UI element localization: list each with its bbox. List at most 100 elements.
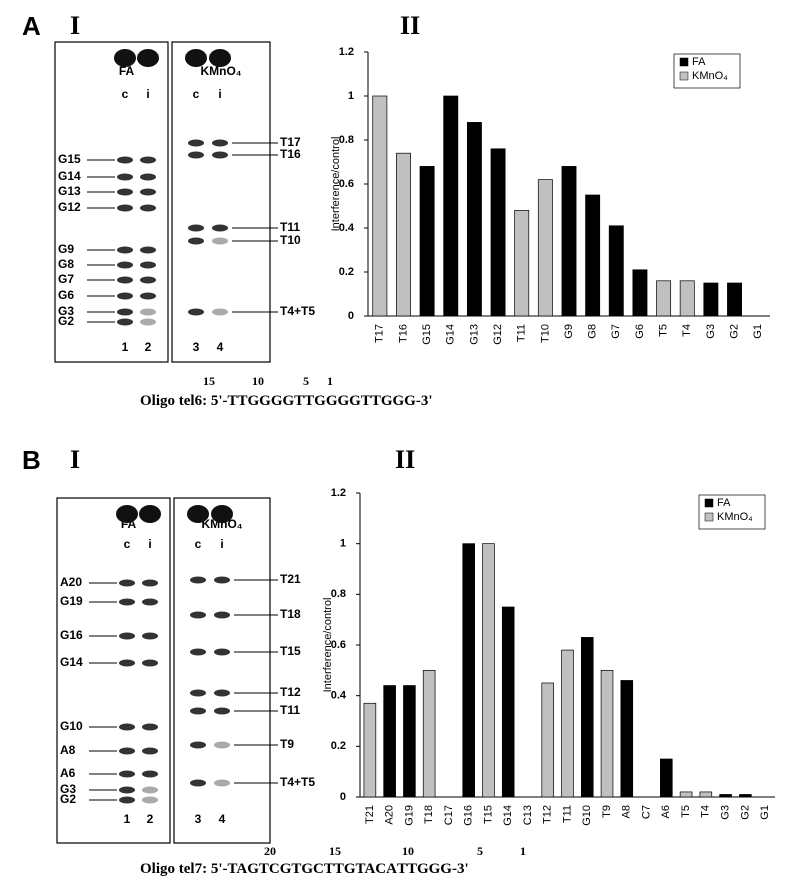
bar xyxy=(632,269,648,317)
legend-box xyxy=(698,494,766,530)
x-tick-label: T18 xyxy=(423,805,435,824)
bar xyxy=(561,649,574,798)
gel-box xyxy=(54,41,169,363)
gel-box xyxy=(171,41,271,363)
x-tick-label: C13 xyxy=(522,805,534,825)
bar xyxy=(727,282,742,317)
oligo-part: -3' xyxy=(452,861,469,877)
legend-label: FA xyxy=(717,497,731,509)
lane-number: 1 xyxy=(122,340,129,354)
legend-label: FA xyxy=(692,56,706,68)
x-tick-label: A8 xyxy=(621,805,633,818)
gel-band xyxy=(188,151,204,159)
band-label: G9 xyxy=(58,242,74,256)
gel-band xyxy=(117,318,133,326)
gel-band xyxy=(190,611,206,619)
bar xyxy=(490,148,506,317)
band-label: G2 xyxy=(60,792,76,806)
x-tick-label: T11 xyxy=(516,324,528,342)
chart-numeral: II xyxy=(395,445,415,474)
gel-band xyxy=(119,579,135,587)
x-tick-label: G3 xyxy=(720,805,732,820)
x-tick-label: C17 xyxy=(443,805,455,825)
y-tick-label: 0.6 xyxy=(339,178,354,190)
bar xyxy=(383,685,396,798)
bar xyxy=(466,122,482,317)
bar xyxy=(501,606,515,798)
band-label: G3 xyxy=(58,304,74,318)
gel-band xyxy=(117,308,133,316)
gel-well xyxy=(114,49,136,67)
y-tick-label: 0.6 xyxy=(331,639,346,651)
gel-numeral: I xyxy=(70,11,80,40)
band-label: T11 xyxy=(280,703,300,717)
gel-band xyxy=(212,224,228,232)
lane-number: 4 xyxy=(219,812,226,826)
gel-band xyxy=(142,632,158,640)
band-label: T10 xyxy=(280,233,301,247)
band-label: T4+T5 xyxy=(280,304,315,318)
lane-label: c xyxy=(195,537,202,551)
y-tick-label: 0.8 xyxy=(331,588,346,600)
lane-number: 4 xyxy=(217,340,224,354)
gel-header: KMnO₄ xyxy=(200,64,241,78)
band-label: G8 xyxy=(58,257,74,271)
y-tick-label: 1 xyxy=(348,90,354,102)
x-tick-label: G7 xyxy=(610,324,622,339)
bar xyxy=(396,152,411,317)
x-tick-label: G14 xyxy=(445,324,457,345)
gel-band xyxy=(212,151,228,159)
gel-well xyxy=(209,49,231,67)
y-tick-label: 0.8 xyxy=(339,134,354,146)
gel-well xyxy=(116,505,138,523)
gel-well xyxy=(187,505,209,523)
gel-band xyxy=(142,747,158,755)
x-tick-label: G9 xyxy=(563,324,575,339)
legend-swatch xyxy=(704,498,714,508)
band-label: G19 xyxy=(60,594,83,608)
gel-band xyxy=(142,659,158,667)
gel-band xyxy=(140,204,156,212)
gel-band xyxy=(119,796,135,804)
y-tick-label: 1.2 xyxy=(331,487,346,499)
gel-band xyxy=(214,779,230,787)
gel-band xyxy=(190,576,206,584)
band-label: G3 xyxy=(60,782,76,796)
bar xyxy=(462,543,475,798)
band-label: G16 xyxy=(60,628,83,642)
gel-band xyxy=(117,246,133,254)
bar xyxy=(703,282,719,317)
x-tick-label: T11 xyxy=(561,805,573,823)
bar xyxy=(482,543,495,798)
x-tick-label: T15 xyxy=(482,805,494,824)
bar xyxy=(719,794,732,798)
y-tick-label: 1.2 xyxy=(339,46,354,58)
oligo-sequence: Oligo tel6: 5'-TTGGGGTTGGGGTTGGG-3' xyxy=(140,393,433,409)
oligo-part: TTGGG xyxy=(397,861,452,877)
gel-band xyxy=(190,689,206,697)
band-label: G13 xyxy=(58,184,81,198)
x-tick-label: T5 xyxy=(657,324,669,337)
gel-band xyxy=(190,707,206,715)
bar xyxy=(699,791,713,798)
lane-number: 2 xyxy=(145,340,152,354)
sequence-marker: 15 xyxy=(329,844,341,858)
band-label: G10 xyxy=(60,719,83,733)
x-tick-label: G3 xyxy=(705,324,717,339)
gel-band xyxy=(142,796,158,804)
x-tick-label: C7 xyxy=(640,805,652,819)
bar xyxy=(608,225,624,317)
panel-letter: A xyxy=(22,11,41,41)
gel-band xyxy=(188,139,204,147)
gel-well xyxy=(139,505,161,523)
bar xyxy=(541,682,555,798)
bar xyxy=(739,794,752,798)
gel-band xyxy=(119,747,135,755)
legend-label: KMnO₄ xyxy=(717,511,753,523)
y-tick-label: 0 xyxy=(340,791,346,803)
band-label: G2 xyxy=(58,314,74,328)
lane-label: i xyxy=(148,537,151,551)
band-label: T11 xyxy=(280,220,300,234)
gel-band xyxy=(140,173,156,181)
